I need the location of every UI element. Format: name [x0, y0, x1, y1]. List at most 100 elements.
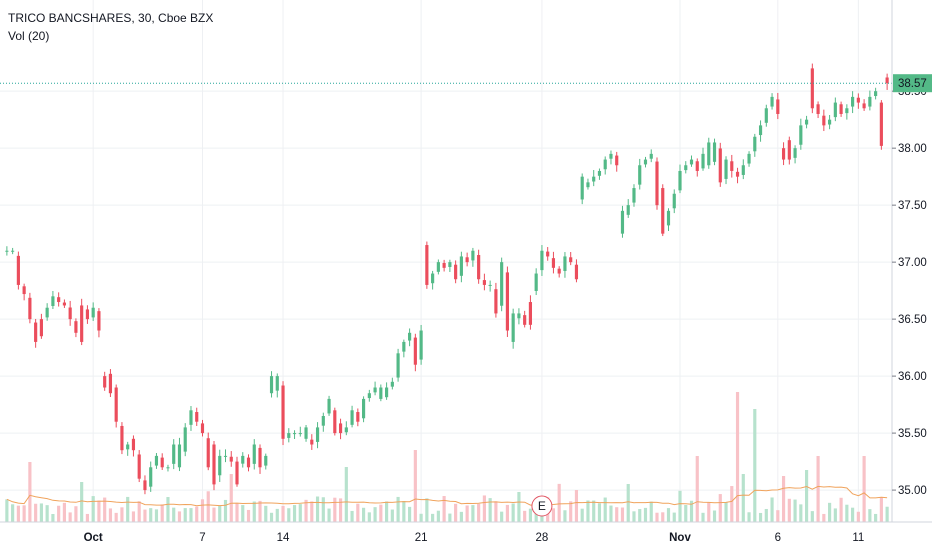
candle: [626, 199, 630, 218]
candle-body: [454, 264, 458, 280]
volume-bar: [85, 513, 90, 522]
volume-bar: [459, 511, 463, 522]
candle-body: [586, 182, 590, 188]
volume-bar: [620, 507, 625, 522]
candle: [551, 251, 556, 274]
candle: [804, 115, 809, 129]
candle-body: [638, 165, 642, 185]
time-tick-label: 6: [775, 532, 781, 544]
candle: [655, 157, 659, 210]
time-axis[interactable]: Oct 7 14 21 28 Nov 6 11: [0, 521, 932, 544]
volume-bar: [223, 499, 228, 522]
candle: [569, 252, 573, 266]
volume-bar: [241, 505, 245, 522]
candle-body: [856, 97, 860, 103]
candle: [735, 167, 740, 184]
price-tick-label: 37.00: [898, 257, 927, 269]
volume-bar: [511, 503, 515, 522]
volume-bar: [80, 482, 84, 522]
price-tick-label: 35.00: [898, 485, 927, 497]
volume-bar: [298, 504, 302, 522]
candle: [333, 407, 337, 436]
volume-bar: [149, 508, 153, 522]
candle: [425, 241, 429, 289]
candle: [856, 93, 860, 109]
candle-body: [34, 322, 38, 342]
volume-bar: [471, 505, 475, 522]
candle-body: [816, 104, 820, 114]
candle: [885, 73, 889, 90]
candle: [833, 97, 837, 122]
volume-bar: [264, 505, 268, 522]
volume-legend[interactable]: Vol (20): [8, 29, 49, 43]
volume-bar: [402, 500, 406, 522]
candle-body: [252, 444, 256, 464]
candle: [672, 189, 676, 214]
candle: [85, 305, 90, 324]
volume-bar: [862, 456, 866, 522]
candle-body: [500, 262, 504, 306]
candle: [868, 90, 872, 111]
volume-bar: [310, 501, 314, 522]
candle: [11, 247, 15, 255]
volume-bar: [488, 498, 492, 522]
candle: [632, 184, 636, 207]
candle-body: [517, 313, 521, 319]
volume-bar: [454, 503, 458, 522]
earnings-event-marker[interactable]: E: [531, 495, 553, 517]
volume-bar: [373, 507, 377, 522]
candle: [126, 441, 130, 456]
candle: [523, 310, 527, 328]
symbol-title[interactable]: TRICO BANCSHARES, 30, Cboe BZX: [8, 11, 213, 25]
candle: [80, 298, 84, 346]
candle-body: [120, 425, 124, 451]
candle-body: [275, 376, 279, 391]
volume-bar: [828, 502, 832, 522]
candle-body: [419, 330, 423, 360]
candle-body: [494, 289, 498, 314]
volume-bar: [246, 509, 251, 522]
volume-bar: [431, 513, 435, 522]
volume-bar: [126, 496, 130, 522]
candle: [799, 118, 803, 150]
volume-bar: [482, 495, 486, 522]
time-tick-label: 11: [852, 532, 864, 544]
candle: [851, 91, 855, 114]
candle: [16, 251, 20, 290]
volume-bar: [810, 511, 814, 522]
candle-body: [488, 284, 492, 286]
volume-bar: [143, 509, 147, 522]
volume-bar: [321, 497, 325, 522]
volume-bar: [385, 501, 389, 522]
candle: [689, 155, 694, 167]
volume-bar: [281, 505, 285, 522]
candle-body: [448, 262, 452, 267]
candle: [586, 178, 590, 190]
candle-body: [649, 153, 653, 159]
candle: [390, 377, 394, 390]
candle: [344, 421, 348, 436]
candle-body: [390, 381, 394, 387]
candle-body: [851, 96, 855, 107]
candle: [724, 156, 728, 185]
volume-bar: [172, 507, 176, 522]
candle-body: [361, 398, 366, 419]
earnings-event-circle[interactable]: [531, 495, 553, 517]
candle: [661, 184, 665, 237]
candle: [246, 454, 251, 472]
candle: [563, 252, 567, 278]
volume-bar: [735, 392, 740, 522]
candle-body: [74, 321, 78, 333]
volume-bar: [97, 500, 101, 522]
volume-bar: [626, 484, 630, 522]
candle: [385, 382, 389, 400]
candle: [137, 450, 141, 483]
volume-bar: [229, 474, 233, 522]
volume-bar: [350, 510, 354, 522]
candle: [603, 156, 607, 175]
volume-bar: [879, 496, 883, 522]
candle-body: [166, 467, 170, 469]
